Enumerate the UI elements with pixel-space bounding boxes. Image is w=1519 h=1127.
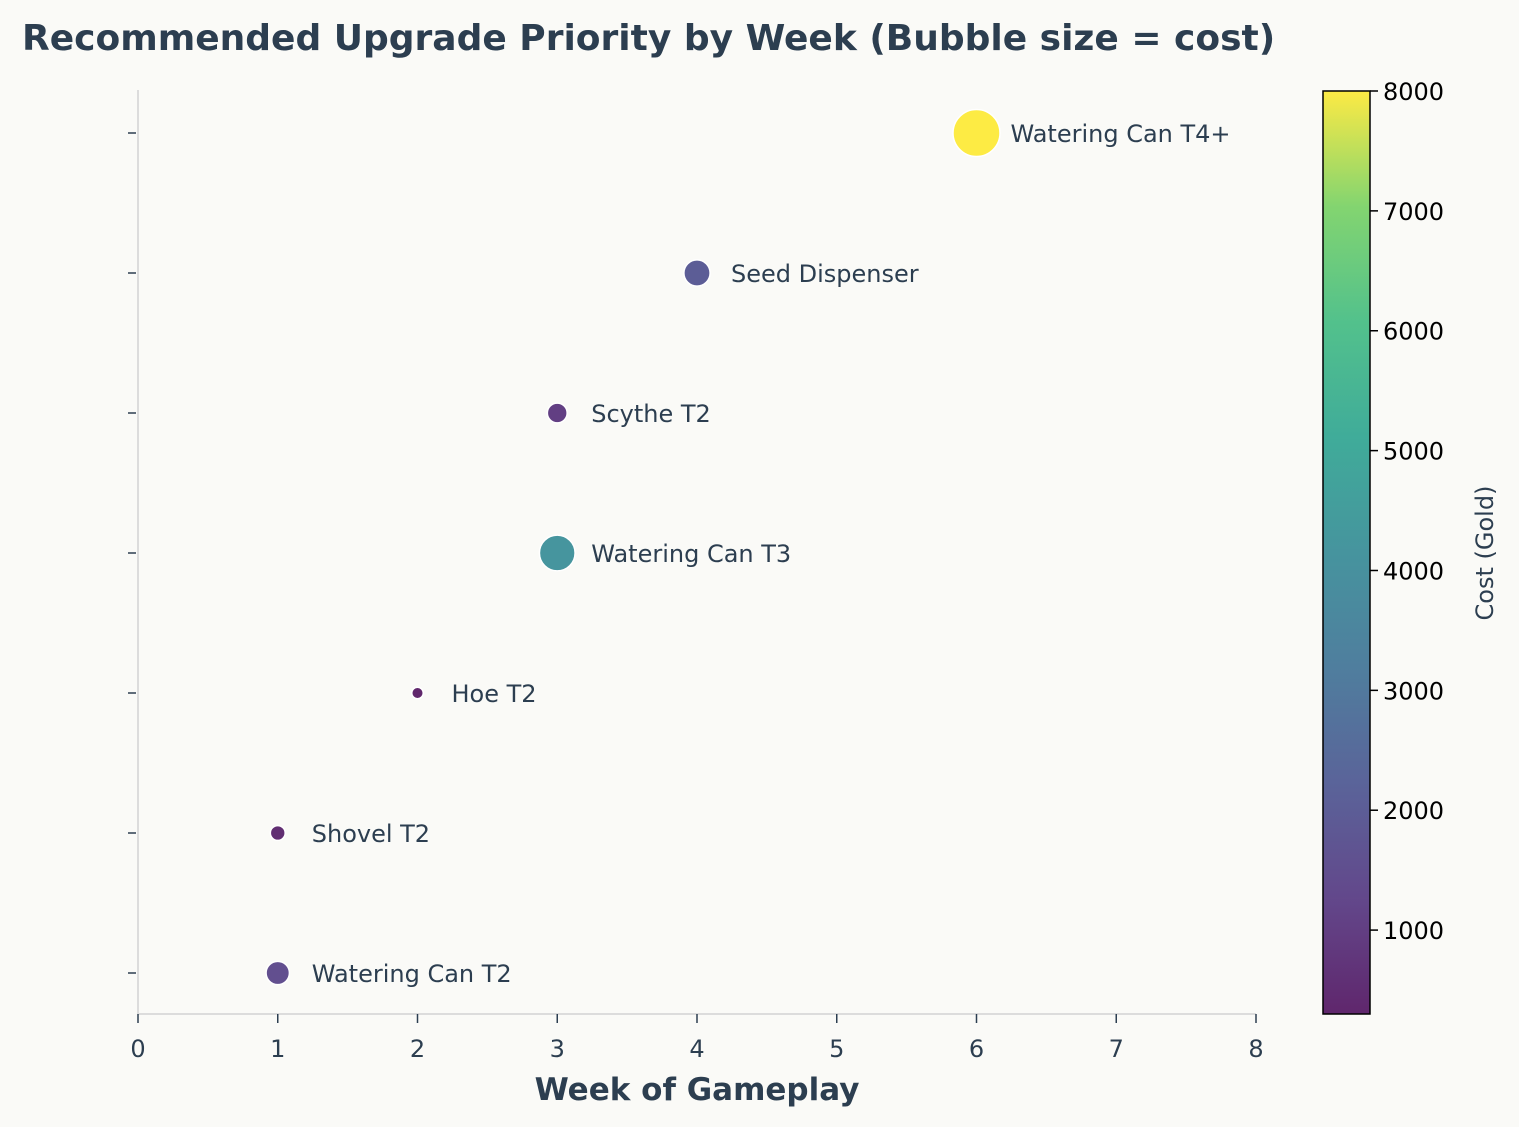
chart-title: Recommended Upgrade Priority by Week (Bu…	[22, 18, 1275, 59]
bubble-point	[683, 259, 711, 287]
colorbar-tick-label: 7000	[1383, 198, 1444, 226]
colorbar-tick-label: 3000	[1383, 677, 1444, 705]
bubble-label: Watering Can T3	[591, 540, 791, 568]
bubble-series: Watering Can T2 Shovel T2 Hoe T2 Watering C…	[265, 108, 1231, 988]
colorbar-ticks: 1000 2000 3000 4000 5000 6000 7000 8000	[1370, 78, 1444, 945]
x-tick-label: 4	[689, 1035, 704, 1063]
bubble-point	[410, 686, 425, 700]
colorbar-frame	[1322, 90, 1371, 1015]
bubble-label: Watering Can T4+	[1011, 120, 1231, 148]
x-tick-label: 6	[969, 1035, 984, 1063]
colorbar-tick-label: 4000	[1383, 557, 1444, 585]
bubble-point	[952, 108, 1001, 158]
bubble-point	[546, 402, 568, 424]
bubble-point	[269, 824, 286, 842]
colorbar-label: Cost (Gold)	[1471, 486, 1499, 621]
bubble-label: Shovel T2	[312, 820, 430, 848]
x-tick-label: 0	[130, 1035, 145, 1063]
colorbar-tick-label: 8000	[1383, 78, 1444, 106]
x-axis-ticks: 0 1 2 3 4 5 6 7 8	[130, 1014, 1264, 1063]
colorbar-gradient	[1323, 91, 1370, 1014]
x-tick-label: 7	[1109, 1035, 1124, 1063]
x-tick-label: 8	[1248, 1035, 1263, 1063]
plot-area: 0 1 2 3 4 5 6 7 8 Watering Can T2 Shovel T2 Hoe T2…	[128, 90, 1264, 1063]
x-axis-label: Week of Gameplay	[535, 1072, 860, 1108]
x-tick-label: 5	[829, 1035, 844, 1063]
bubble-label: Seed Dispenser	[731, 260, 919, 288]
colorbar-tick-label: 5000	[1383, 438, 1444, 466]
colorbar-tick-label: 1000	[1383, 917, 1444, 945]
x-tick-label: 1	[270, 1035, 285, 1063]
colorbar: 1000 2000 3000 4000 5000 6000 7000 8000 Cost (G…	[1322, 78, 1499, 1015]
y-axis-ticks	[128, 132, 136, 974]
bubble-label: Hoe T2	[452, 680, 537, 708]
colorbar-tick-label: 2000	[1383, 797, 1444, 825]
bubble-point	[538, 534, 576, 572]
bubble-point	[265, 960, 291, 986]
x-tick-label: 2	[410, 1035, 425, 1063]
bubble-label: Scythe T2	[591, 400, 711, 428]
bubble-label: Watering Can T2	[312, 960, 512, 988]
x-tick-label: 3	[550, 1035, 565, 1063]
colorbar-tick-label: 6000	[1383, 318, 1444, 346]
